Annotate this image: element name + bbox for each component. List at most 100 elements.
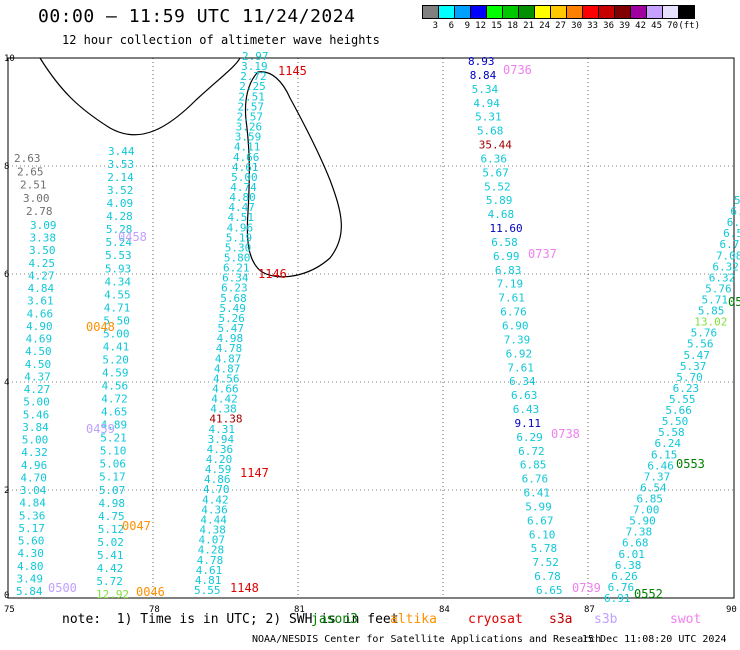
- wave-reading: 4.31: [208, 423, 235, 436]
- wave-reading: 5.66: [665, 404, 692, 417]
- pass-time-label: 0047: [122, 519, 151, 533]
- wave-reading: 2.78: [26, 205, 53, 218]
- wave-reading: 5.30: [225, 241, 252, 254]
- scale-swatch: [678, 5, 695, 19]
- y-tick-label: 0: [4, 591, 9, 601]
- wave-reading: 5.00: [103, 327, 130, 340]
- wave-reading: 3.00: [23, 192, 50, 205]
- wave-reading: 6.76: [522, 473, 549, 486]
- wave-reading: 4.20: [206, 453, 233, 466]
- wave-reading: 3.38: [30, 232, 57, 245]
- wave-reading: 6.46: [647, 459, 674, 472]
- wave-reading: 5.52: [484, 180, 511, 193]
- wave-reading: 5.12: [98, 523, 125, 536]
- wave-reading: 6.58: [491, 236, 518, 249]
- wave-reading: 6.23: [221, 282, 248, 295]
- wave-reading: 5.89: [486, 194, 513, 207]
- wave-reading: 4.28: [198, 544, 225, 557]
- wave-reading: 5.00: [23, 396, 50, 409]
- wave-reading: 11.60: [489, 222, 522, 235]
- pass-time-label: 1146: [258, 267, 287, 281]
- y-tick-label: 4: [4, 378, 9, 388]
- wave-reading: 6.29: [516, 431, 543, 444]
- wave-reading: 5.60: [18, 535, 45, 548]
- color-scale: [422, 5, 695, 19]
- wave-reading: 5.31: [475, 111, 502, 124]
- wave-reading: 5.58: [658, 426, 685, 439]
- wave-reading: 4.96: [227, 221, 254, 234]
- wave-reading: 6.5: [727, 216, 740, 229]
- footer-credit: NOAA/NESDIS Center for Satellite Applica…: [252, 634, 602, 645]
- wave-reading: 6.21: [223, 262, 250, 275]
- x-tick-label: 87: [584, 605, 595, 615]
- wave-reading: 5.99: [525, 500, 552, 513]
- wave-reading: 4.11: [234, 141, 261, 154]
- wave-reading: 6.15: [651, 448, 678, 461]
- wave-reading: 4.28: [106, 210, 133, 223]
- pass-time-label: 1145: [278, 64, 307, 78]
- scale-label: 9: [464, 21, 470, 31]
- wave-reading: 4.61: [232, 161, 258, 174]
- wave-reading: 7.00: [633, 504, 660, 517]
- wave-reading: 4.27: [24, 383, 50, 396]
- wave-reading: 5.76: [705, 282, 732, 295]
- wave-reading: 5.93: [105, 262, 132, 275]
- wave-reading: 3.84: [22, 421, 49, 434]
- wave-reading: 6.01: [618, 548, 645, 561]
- wave-reading: 5.47: [683, 349, 710, 362]
- scale-label: 30: [571, 21, 582, 31]
- wave-reading: 5.76: [691, 327, 718, 340]
- wave-reading: 4.74: [230, 181, 257, 194]
- wave-reading: 4.42: [202, 493, 229, 506]
- wave-reading: 3.50: [29, 244, 56, 257]
- wave-reading: 2.65: [17, 165, 44, 178]
- scale-label: 24: [539, 21, 550, 31]
- wave-reading: 3.59: [235, 131, 261, 144]
- wave-reading: 7.38: [626, 526, 653, 539]
- x-tick-label: 84: [439, 605, 450, 615]
- wave-reading: 4.30: [17, 547, 44, 560]
- pass-time-label: 0736: [503, 63, 532, 77]
- scale-label: 12: [475, 21, 486, 31]
- wave-reading: 2.57: [237, 100, 263, 113]
- wave-reading: 4.38: [210, 403, 237, 416]
- wave-reading: 4.96: [21, 459, 48, 472]
- wave-reading: 4.32: [21, 446, 48, 459]
- wave-reading: 4.38: [199, 524, 226, 537]
- wave-reading: 6.65: [536, 584, 563, 597]
- wave-reading: 5.34: [472, 83, 499, 96]
- wave-reading: 6.76: [608, 581, 635, 594]
- y-tick-label: 10: [4, 54, 15, 64]
- wave-reading: 4.98: [98, 497, 125, 510]
- color-scale-labels: 3 6 9 12 15 18 21 24 27 30 33 36 39 42 45 70 (ft): [422, 21, 700, 31]
- wave-reading: 5.10: [100, 445, 127, 458]
- wave-reading: 4.47: [228, 201, 255, 214]
- wave-reading: 6.99: [493, 250, 519, 263]
- wave-reading: 4.89: [101, 419, 128, 432]
- wave-reading: 3.26: [236, 121, 263, 134]
- y-tick-label: 6: [4, 270, 9, 280]
- wave-reading: 3.52: [107, 184, 134, 197]
- scale-label: (ft): [678, 21, 700, 31]
- pass-time-label: 0552: [634, 587, 663, 601]
- satellite-legend-item: jason3: [311, 612, 358, 627]
- wave-reading: 3.53: [108, 158, 135, 171]
- wave-reading: 2.51: [238, 90, 265, 103]
- wave-reading: 5.50: [103, 314, 130, 327]
- wave-reading: 6.85: [520, 459, 547, 472]
- wave-reading: 7.08: [716, 249, 740, 262]
- chart-subtitle: 12 hour collection of altimeter wave hei…: [62, 33, 380, 47]
- pass-time-label: 0737: [528, 247, 557, 261]
- wave-reading: 4.66: [233, 151, 260, 164]
- wave-reading: 5.17: [99, 471, 126, 484]
- wave-reading: 6.72: [518, 445, 545, 458]
- map-border: [7, 57, 735, 599]
- wave-reading: 4.27: [28, 269, 55, 282]
- wave-reading: 6.32: [712, 260, 739, 273]
- satellite-legend-item: s3b: [594, 612, 618, 627]
- wave-reading: 4.94: [473, 97, 500, 110]
- wave-reading: 5.70: [676, 371, 703, 384]
- wave-reading: 6.83: [495, 264, 522, 277]
- wave-reading: 6.63: [511, 389, 538, 402]
